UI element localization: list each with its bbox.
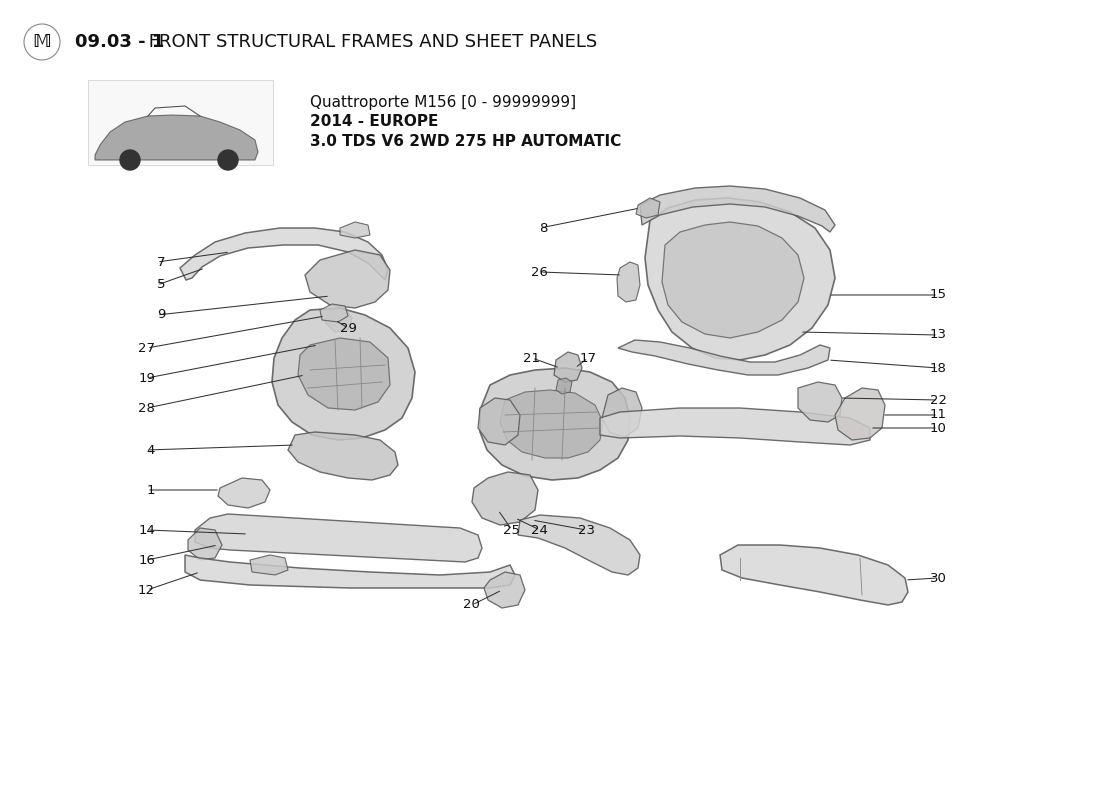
Circle shape [120, 150, 140, 170]
Polygon shape [720, 545, 907, 605]
Polygon shape [180, 228, 388, 280]
Circle shape [218, 150, 238, 170]
Text: 10: 10 [930, 422, 947, 434]
Polygon shape [636, 198, 660, 218]
Text: 25: 25 [503, 523, 520, 537]
Text: 22: 22 [930, 394, 947, 406]
Polygon shape [554, 352, 582, 382]
Polygon shape [188, 528, 222, 560]
Polygon shape [218, 478, 270, 508]
Text: 09.03 - 1: 09.03 - 1 [75, 33, 164, 51]
Polygon shape [324, 308, 352, 332]
Text: 13: 13 [930, 329, 947, 342]
Text: 30: 30 [930, 571, 947, 585]
Text: 𝕄: 𝕄 [33, 33, 52, 51]
Text: 21: 21 [522, 351, 540, 365]
Polygon shape [472, 472, 538, 525]
Polygon shape [798, 382, 842, 422]
Polygon shape [484, 572, 525, 608]
Text: 15: 15 [930, 289, 947, 302]
Text: 17: 17 [580, 351, 597, 365]
Text: Quattroporte M156 [0 - 99999999]: Quattroporte M156 [0 - 99999999] [310, 94, 576, 110]
Polygon shape [250, 555, 288, 575]
Polygon shape [95, 115, 258, 160]
Text: 7: 7 [156, 255, 165, 269]
Polygon shape [478, 398, 520, 445]
Polygon shape [518, 515, 640, 575]
Text: 1: 1 [146, 483, 155, 497]
Polygon shape [556, 378, 572, 394]
Polygon shape [602, 388, 642, 437]
Polygon shape [272, 308, 415, 440]
Text: 3.0 TDS V6 2WD 275 HP AUTOMATIC: 3.0 TDS V6 2WD 275 HP AUTOMATIC [310, 134, 622, 150]
Text: FRONT STRUCTURAL FRAMES AND SHEET PANELS: FRONT STRUCTURAL FRAMES AND SHEET PANELS [143, 33, 597, 51]
Polygon shape [600, 408, 870, 445]
FancyBboxPatch shape [88, 80, 273, 165]
Text: 27: 27 [138, 342, 155, 354]
Polygon shape [618, 340, 830, 375]
Text: 18: 18 [930, 362, 947, 374]
Polygon shape [835, 388, 886, 440]
Text: 16: 16 [139, 554, 155, 566]
Polygon shape [480, 368, 630, 480]
Polygon shape [288, 432, 398, 480]
Text: 12: 12 [138, 583, 155, 597]
Text: 26: 26 [531, 266, 548, 278]
Polygon shape [195, 514, 482, 562]
Polygon shape [645, 198, 835, 360]
Polygon shape [305, 250, 390, 308]
Polygon shape [185, 555, 515, 588]
Text: 20: 20 [463, 598, 480, 611]
Text: 14: 14 [139, 523, 155, 537]
Text: 28: 28 [139, 402, 155, 414]
Text: 8: 8 [540, 222, 548, 234]
Text: 23: 23 [578, 523, 595, 537]
Text: 2014 - EUROPE: 2014 - EUROPE [310, 114, 439, 130]
Text: 11: 11 [930, 409, 947, 422]
Polygon shape [500, 390, 603, 458]
Polygon shape [298, 338, 390, 410]
Polygon shape [662, 222, 804, 338]
Text: 24: 24 [531, 523, 548, 537]
Polygon shape [320, 304, 348, 322]
Text: 5: 5 [156, 278, 165, 291]
Polygon shape [340, 222, 370, 238]
Polygon shape [617, 262, 640, 302]
Text: 4: 4 [146, 443, 155, 457]
Text: 9: 9 [156, 309, 165, 322]
Text: 19: 19 [139, 371, 155, 385]
Polygon shape [640, 186, 835, 232]
Text: 29: 29 [340, 322, 356, 334]
